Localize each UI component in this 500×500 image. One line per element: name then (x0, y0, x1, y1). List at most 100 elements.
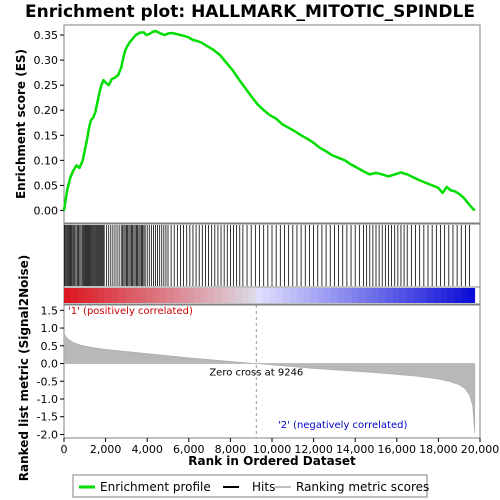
gradient-segment (433, 288, 441, 303)
gradient-segment (365, 288, 373, 303)
negative-correlation-label: '2' (negatively correlated) (278, 420, 407, 431)
positive-correlation-label: '1' (positively correlated) (68, 306, 193, 317)
gradient-segment (276, 288, 284, 303)
gradient-segment (262, 288, 270, 303)
rank-x-tick-label: 2,000 (90, 443, 122, 456)
gradient-segment (358, 288, 366, 303)
chart-title: Enrichment plot: HALLMARK_MITOTIC_SPINDL… (25, 2, 475, 22)
rank-x-tick-label: 14,000 (336, 443, 375, 456)
legend: Enrichment profile Hits Ranking metric s… (72, 474, 429, 498)
rank-x-tick-label: 20,000 (461, 443, 500, 456)
gradient-segment (303, 288, 311, 303)
gradient-segment (440, 288, 448, 303)
ranking-metric-area (63, 332, 476, 433)
gradient-segment (242, 288, 250, 303)
gradient-segment (454, 288, 462, 303)
rank-y-tick-label: -1.0 (37, 393, 58, 406)
gradient-segment (331, 288, 339, 303)
ranked-list-panel: -2.0 -1.5 -1.0 -0.5 0.0 0.5 1.0 1.5 0 2,000 4,000… (17, 255, 499, 482)
enrichment-profile-path (62, 29, 476, 212)
gradient-segment (317, 288, 325, 303)
rank-y-tick-label: -0.5 (37, 375, 58, 388)
gradient-segment (221, 288, 229, 303)
gradient-segment (467, 288, 476, 303)
rank-x-tick-label: 12,000 (294, 443, 333, 456)
legend-label-hits: Hits (252, 480, 275, 494)
rank-gradient-panel (63, 286, 481, 305)
rank-x-tick-label: 4,000 (131, 443, 163, 456)
gradient-segment (406, 288, 414, 303)
zero-cross-label: Zero cross at 9246 (209, 368, 303, 379)
es-y-tick-label: 0.15 (34, 129, 59, 142)
gradient-segment (283, 288, 291, 303)
gradient-segment (159, 288, 167, 303)
gradient-segment (420, 288, 428, 303)
gradient-segment (378, 288, 387, 303)
gradient-segment (77, 288, 85, 303)
rank-y-tick-label: -2.0 (37, 428, 58, 441)
gradient-segment (248, 288, 257, 303)
ranked-plot-frame (63, 304, 481, 439)
gradient-segment (91, 288, 99, 303)
gradient-segment (351, 288, 359, 303)
gradient-segment (385, 288, 393, 303)
gradient-segment (214, 288, 222, 303)
gradient-segment (255, 288, 263, 303)
rank-x-ticks: 0 2,000 4,000 6,000 8,000 10,000 12,000 14,000 1… (61, 438, 500, 456)
rank-x-tick-label: 18,000 (419, 443, 458, 456)
enrichment-profile-line (62, 29, 476, 212)
gradient-segment (426, 288, 435, 303)
gradient-segment (447, 288, 455, 303)
gradient-segment (461, 288, 469, 303)
rank-y-ticks: -2.0 -1.5 -1.0 -0.5 0.0 0.5 1.0 1.5 (37, 304, 64, 441)
gradient-segment (207, 288, 215, 303)
rank-y-tick-label: 0.0 (41, 358, 59, 371)
rank-y-tick-label: 0.5 (41, 340, 59, 353)
gradient-segment (200, 288, 209, 303)
rank-x-axis-label: Rank in Ordered Dataset (188, 454, 356, 468)
gradient-segment (269, 288, 277, 303)
es-y-tick-label: 0.25 (34, 79, 59, 92)
gradient-segment (70, 288, 78, 303)
hits-panel (63, 223, 481, 288)
rank-x-tick-label: 10,000 (253, 443, 292, 456)
es-y-tick-label: 0.35 (34, 29, 59, 42)
gradient-segment (84, 288, 92, 303)
gradient-segment (146, 288, 154, 303)
gradient-segment (125, 288, 133, 303)
rank-x-tick-label: 8,000 (215, 443, 247, 456)
gradient-segment (392, 288, 400, 303)
es-y-tick-label: 0.30 (34, 54, 59, 67)
hit-lines (64, 225, 471, 286)
rank-gradient-bar (64, 288, 476, 303)
legend-frame (72, 474, 428, 498)
gradient-segment (105, 288, 113, 303)
gradient-segment (166, 288, 174, 303)
rank-y-tick-label: 1.0 (41, 322, 59, 335)
es-y-axis-label: Enrichment score (ES) (14, 49, 28, 199)
gradient-segment (235, 288, 243, 303)
gradient-segment (173, 288, 181, 303)
gradient-segment (64, 288, 72, 303)
es-y-ticks: 0.00 0.05 0.10 0.15 0.20 0.25 0.30 0.35 (34, 29, 64, 217)
gradient-segment (194, 288, 202, 303)
rank-y-axis-label: Ranked list metric (Signal2Noise) (17, 255, 31, 482)
rank-x-tick-label: 0 (61, 443, 68, 456)
gradient-segment (153, 288, 161, 303)
gradient-segment (337, 288, 346, 303)
rank-y-tick-label: -1.5 (37, 411, 58, 424)
gradient-segment (372, 288, 380, 303)
legend-label-ranking: Ranking metric scores (296, 480, 429, 494)
es-y-tick-label: 0.05 (34, 179, 59, 192)
legend-label-enrichment: Enrichment profile (100, 480, 211, 494)
gradient-segment (139, 288, 147, 303)
es-y-tick-label: 0.10 (34, 154, 59, 167)
es-y-tick-label: 0.00 (34, 204, 59, 217)
es-plot-frame (63, 24, 481, 224)
gradient-segment (228, 288, 236, 303)
rank-y-tick-label: 1.5 (41, 304, 59, 317)
gradient-segment (118, 288, 126, 303)
gradient-segment (413, 288, 421, 303)
rank-x-tick-label: 6,000 (173, 443, 205, 456)
